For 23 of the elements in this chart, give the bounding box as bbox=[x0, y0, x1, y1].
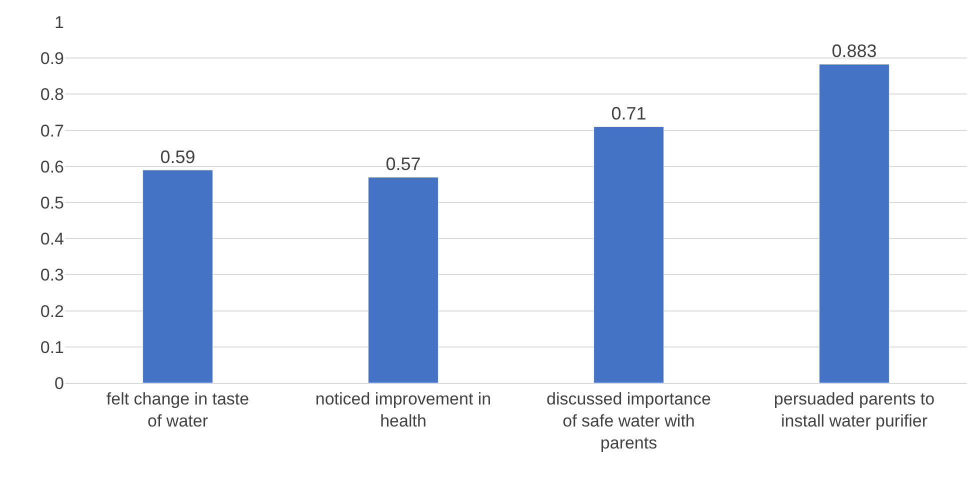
y-tick-label: 0.9 bbox=[40, 49, 64, 68]
x-tick-label: discussed importance of safe water with parents bbox=[546, 389, 711, 453]
y-tick-label: 0.8 bbox=[40, 85, 64, 104]
bar bbox=[142, 170, 213, 383]
bar bbox=[594, 126, 664, 383]
bar bbox=[819, 64, 890, 383]
data-label: 0.883 bbox=[832, 41, 877, 62]
y-tick-label: 0.5 bbox=[40, 193, 64, 212]
y-tick-label: 0.2 bbox=[40, 302, 64, 321]
y-tick-label: 0.3 bbox=[40, 266, 64, 285]
x-tick-label: noticed improvement in health bbox=[315, 389, 492, 430]
y-tick-label: 0.7 bbox=[40, 121, 64, 140]
y-tick-label: 1 bbox=[54, 12, 64, 32]
x-tick-label: felt change in taste of water bbox=[106, 389, 250, 430]
data-label: 0.59 bbox=[160, 147, 196, 168]
data-label: 0.71 bbox=[611, 104, 646, 124]
y-tick-label: 0.4 bbox=[40, 230, 64, 249]
bar bbox=[368, 176, 438, 383]
y-tick-label: 0.6 bbox=[40, 157, 64, 176]
y-tick-label: 0 bbox=[54, 374, 64, 393]
x-tick-label: persuaded parents to install water purifier bbox=[774, 389, 935, 430]
y-tick-label: 0.1 bbox=[40, 338, 64, 357]
data-label: 0.57 bbox=[386, 154, 421, 174]
